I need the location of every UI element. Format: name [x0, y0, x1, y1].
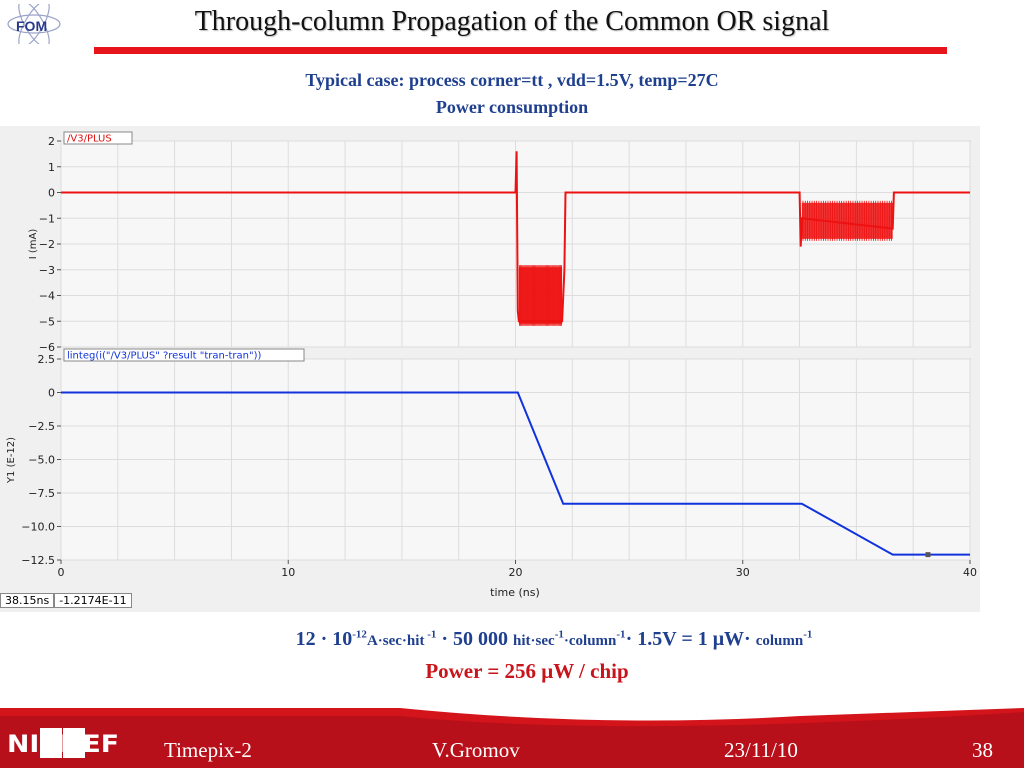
formula-part-5: ·column	[563, 633, 617, 649]
fom-logo	[7, 4, 61, 44]
current-ytick-label: −2	[39, 238, 55, 251]
current-series-line	[61, 151, 970, 323]
cursor-marker	[925, 552, 931, 558]
formula-sup-1: -12	[352, 628, 367, 641]
integral-xtick-label: 40	[963, 566, 977, 579]
current-plot: 2 1 0 −1 −2 −3 −4 −5 −6 /V3/PLUS I (mA)	[28, 131, 971, 354]
integral-plot-xticks: 0 10 20 30 40	[58, 560, 977, 579]
power-formula: 12 · 10-12A·sec·hit -1 · 50 000 hit·sec-…	[0, 628, 1024, 651]
subtitle-case: Typical case: process corner=tt , vdd=1.…	[305, 70, 719, 90]
nikhef-logo: NIKHEF	[7, 728, 119, 758]
formula-part-2: A·sec·hit	[366, 633, 425, 649]
slide-title: Through-column Propagation of the Common…	[194, 6, 830, 37]
formula-sup-2: -1	[424, 628, 437, 641]
integral-ytick-label: 2.5	[38, 353, 56, 366]
title-underline-bar	[94, 47, 947, 54]
cursor-readout: 38.15ns -1.2174E-11	[0, 593, 132, 608]
footer-page-number: 38	[972, 738, 993, 762]
current-ytick-label: −3	[39, 264, 55, 277]
integral-legend-box	[63, 348, 305, 362]
waveform-viewer: 2 1 0 −1 −2 −3 −4 −5 −6 /V3/PLUS I (mA) 2.5 0 −2.5…	[0, 126, 980, 612]
footer-author: V.Gromov	[432, 738, 520, 762]
formula-sup-4: -1	[554, 628, 564, 641]
current-ytick-label: −5	[39, 315, 55, 328]
current-ytick-label: −1	[39, 212, 55, 225]
integral-ytick-label: −5.0	[28, 454, 55, 467]
integral-ytick-label: −10.0	[21, 521, 55, 534]
integral-xtick-label: 10	[281, 566, 295, 579]
formula-part-7: column	[755, 633, 804, 649]
formula-part-1: 12 · 10	[295, 628, 353, 650]
formula-part-3: · 50 000	[436, 628, 514, 650]
formula-part-6: · 1.5V = 1 μW·	[625, 628, 756, 650]
nikhef-logo-text: NIKHEF	[7, 730, 119, 758]
integral-legend-label: linteg(i("/V3/PLUS" ?result "tran-tran")…	[67, 351, 261, 362]
current-plot-grid	[60, 140, 971, 348]
integral-xtick-label: 0	[58, 566, 65, 579]
current-ytick-label: 2	[48, 135, 55, 148]
integral-ytick-label: −12.5	[21, 554, 55, 567]
footer-date: 23/11/10	[724, 738, 798, 762]
integral-xtick-label: 30	[736, 566, 750, 579]
integral-ylabel: Y1 (E-12)	[6, 437, 17, 484]
integral-ytick-label: −2.5	[28, 420, 55, 433]
footer-project: Timepix-2	[164, 738, 252, 762]
integral-series-line	[61, 391, 970, 556]
current-legend-label: /V3/PLUS	[67, 134, 112, 145]
formula-sup-5: -1	[616, 628, 626, 641]
footer-band	[0, 708, 1024, 768]
integral-plot: 2.5 0 −2.5 −5.0 −7.5 −10.0 −12.5 0 10 20 30 40 lin…	[6, 348, 977, 599]
integral-xlabel: time (ns)	[490, 586, 540, 599]
subtitle-power: Power consumption	[435, 97, 589, 117]
formula-sup-7: -1	[803, 628, 813, 641]
cursor-time: 38.15ns	[0, 593, 55, 608]
integral-ytick-label: −7.5	[28, 487, 55, 500]
integral-plot-yticks: 2.5 0 −2.5 −5.0 −7.5 −10.0 −12.5	[21, 353, 61, 567]
integral-xtick-label: 20	[509, 566, 523, 579]
current-noise-band	[518, 267, 563, 324]
power-per-chip: Power = 256 μW / chip	[425, 659, 629, 683]
fom-logo-text: FOM	[16, 18, 48, 34]
current-plot-yticks: 2 1 0 −1 −2 −3 −4 −5 −6	[39, 135, 61, 354]
waveform-charts: 210−1−2−3−4−5−6 /V3/PLUS I (mA) 2.50−2.5…	[6, 131, 977, 599]
current-ytick-label: −4	[39, 290, 55, 303]
current-ylabel: I (mA)	[28, 229, 39, 260]
current-legend-box	[63, 131, 133, 145]
current-ytick-label: 1	[48, 161, 55, 174]
cursor-value: -1.2174E-11	[54, 593, 132, 608]
integral-ytick-label: 0	[48, 387, 55, 400]
formula-part-4: hit·sec	[513, 633, 555, 649]
current-ytick-label: −6	[39, 341, 55, 354]
current-ytick-label: 0	[48, 187, 55, 200]
